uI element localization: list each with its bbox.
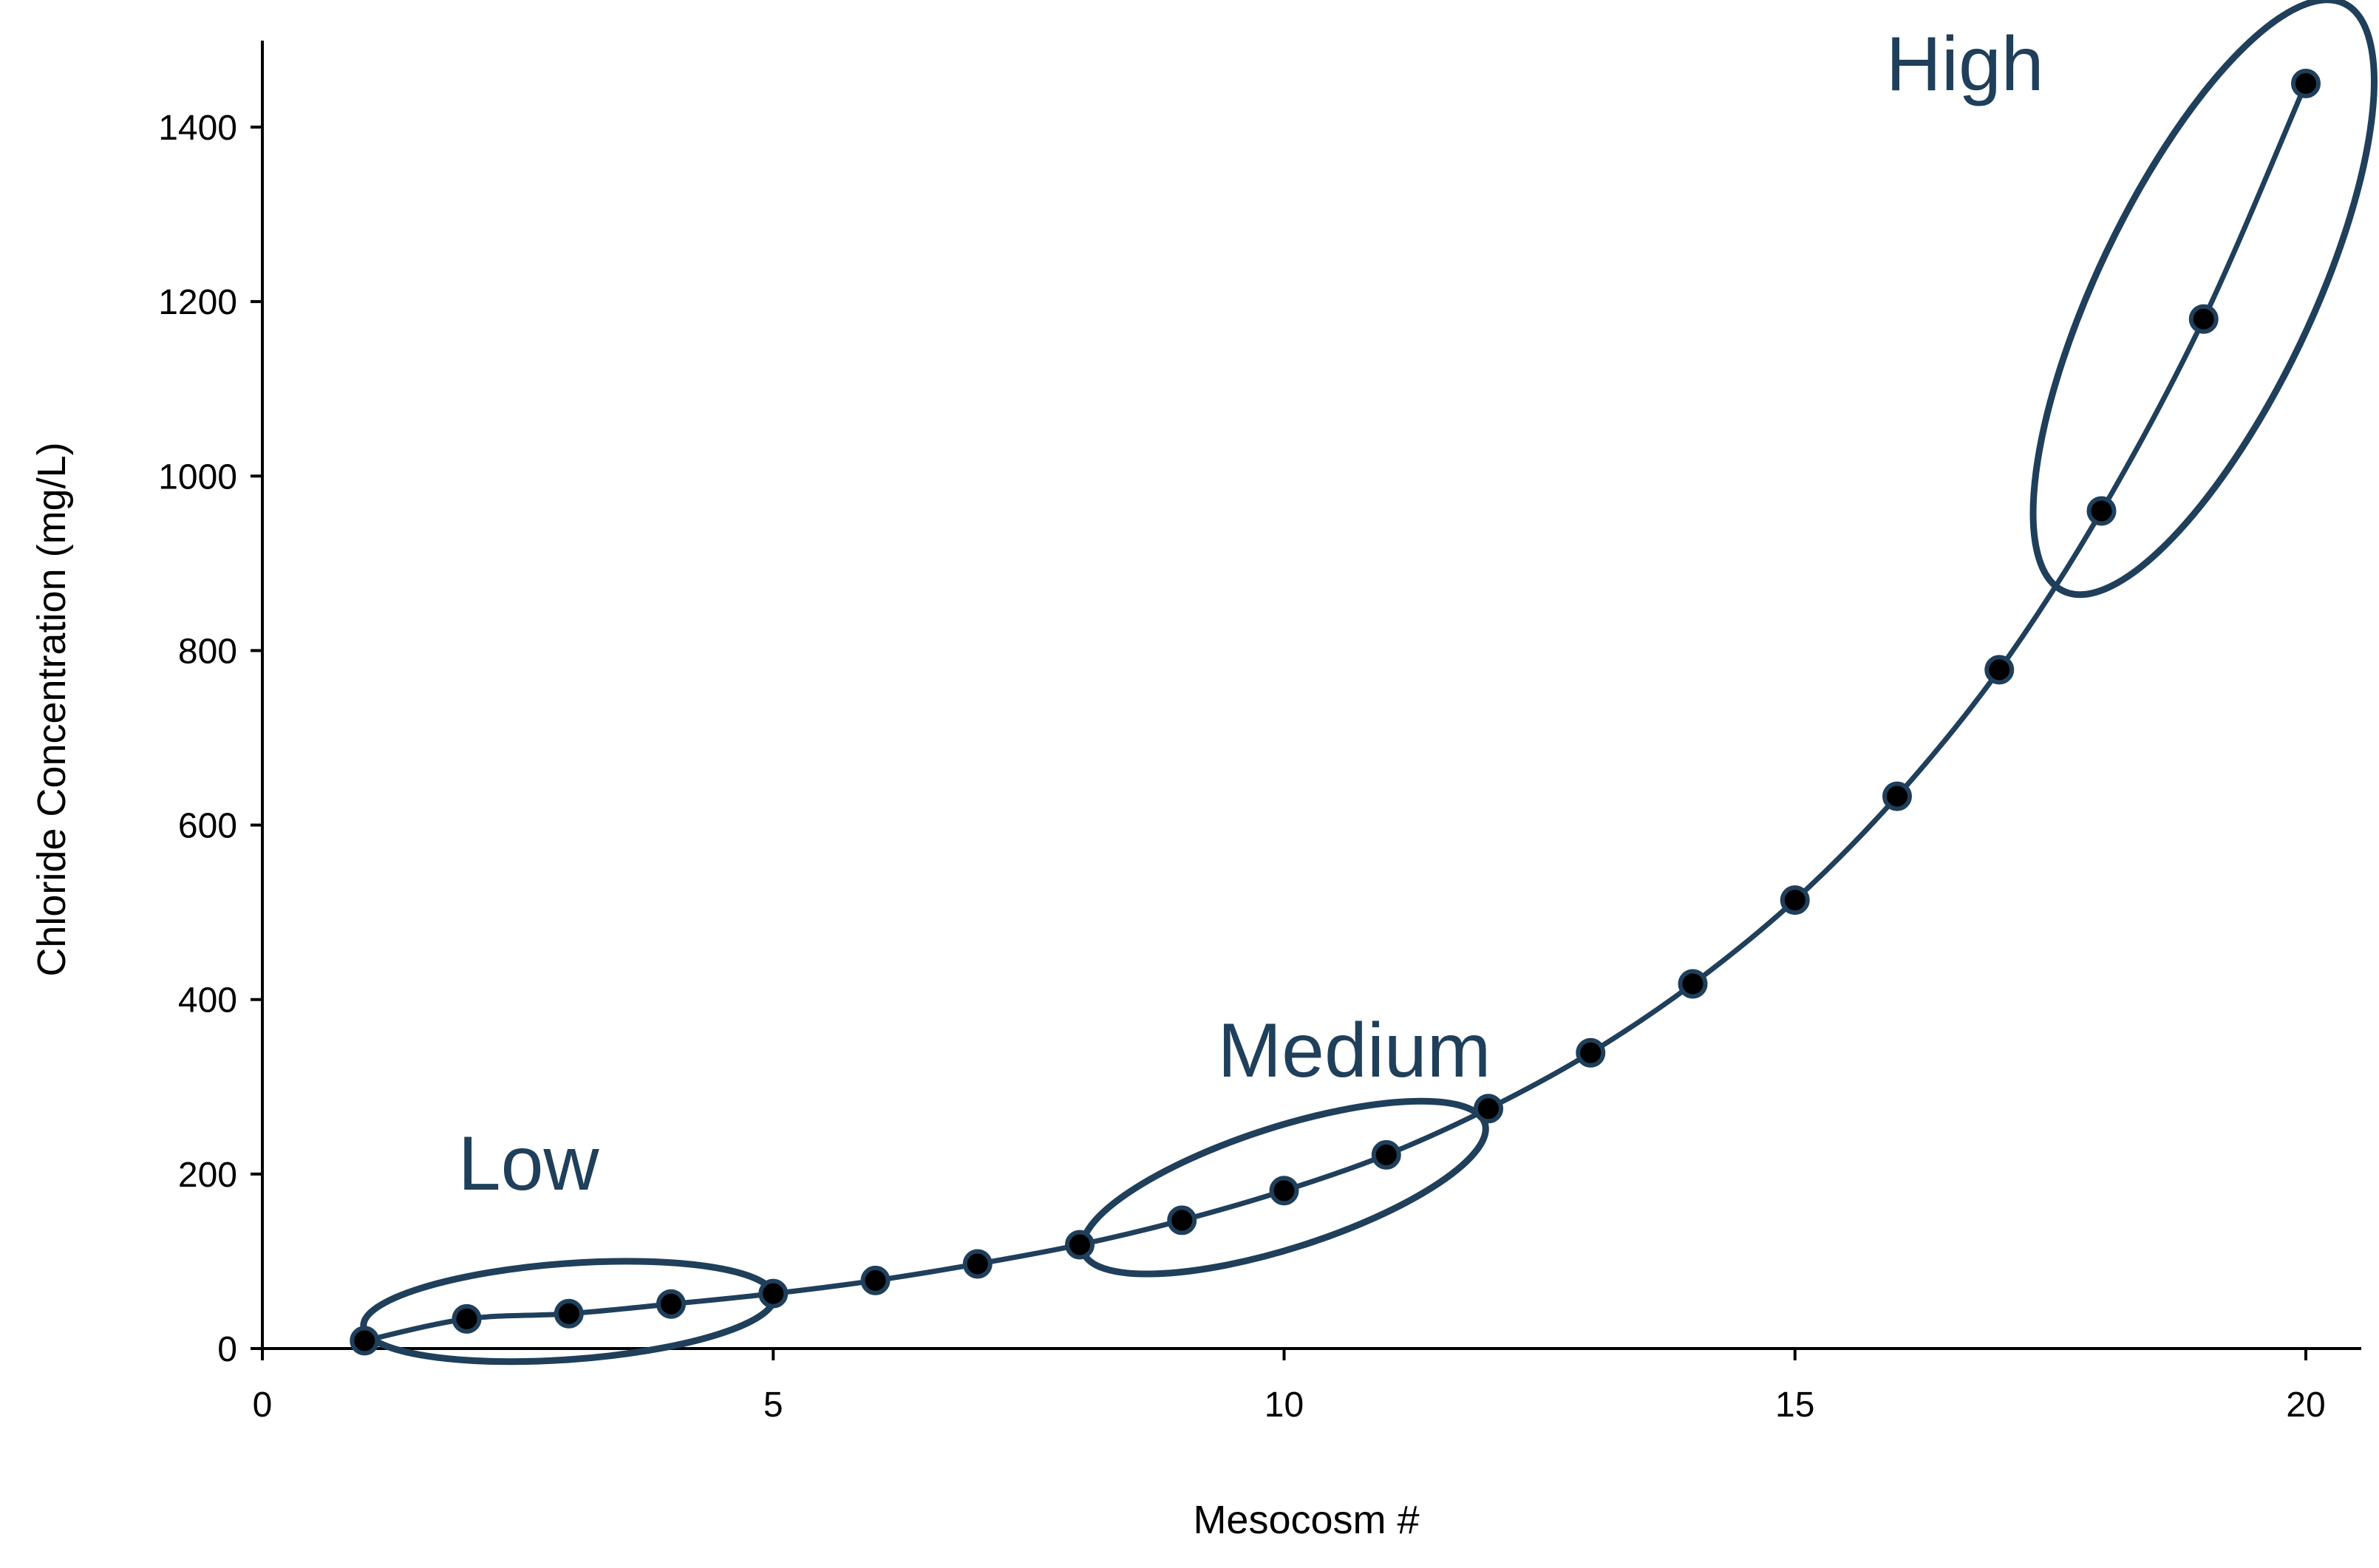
group-ellipses bbox=[360, 0, 2378, 1366]
group-label-low: Low bbox=[458, 1121, 600, 1207]
y-tick-label: 1400 bbox=[158, 109, 237, 148]
y-tick-label: 800 bbox=[178, 632, 237, 671]
data-points bbox=[350, 68, 2321, 1356]
y-tick-label: 400 bbox=[178, 981, 237, 1020]
data-point-mesocosm-6 bbox=[860, 1265, 891, 1295]
axes bbox=[261, 41, 2361, 1350]
data-point-mesocosm-9 bbox=[1167, 1205, 1197, 1235]
ticks: 0 200 400 600 800 1000 1200 1400 0 5 10 15 20 bbox=[158, 109, 2325, 1425]
y-tick-label: 0 bbox=[217, 1330, 237, 1369]
data-point-mesocosm-13 bbox=[1576, 1037, 1606, 1068]
data-point-mesocosm-16 bbox=[1882, 781, 1912, 811]
group-label-medium: Medium bbox=[1218, 1008, 1491, 1094]
data-point-mesocosm-15 bbox=[1780, 885, 1810, 916]
data-point-mesocosm-2 bbox=[452, 1303, 482, 1334]
y-tick-label: 1200 bbox=[158, 283, 237, 322]
data-point-mesocosm-20 bbox=[2291, 68, 2321, 98]
series-line bbox=[364, 82, 2309, 1343]
group-labels: Low Medium High bbox=[458, 21, 2044, 1207]
x-tick-label: 20 bbox=[2286, 1385, 2325, 1425]
data-point-mesocosm-14 bbox=[1678, 969, 1708, 999]
data-point-mesocosm-11 bbox=[1371, 1139, 1401, 1170]
data-point-mesocosm-4 bbox=[656, 1289, 686, 1319]
x-tick-label: 15 bbox=[1775, 1385, 1814, 1425]
data-point-mesocosm-5 bbox=[758, 1278, 789, 1309]
x-tick-label: 5 bbox=[763, 1385, 783, 1425]
x-tick-label: 0 bbox=[253, 1385, 273, 1425]
y-tick-label: 1000 bbox=[158, 457, 237, 497]
x-tick-label: 10 bbox=[1265, 1385, 1304, 1425]
y-tick-label: 200 bbox=[178, 1156, 237, 1195]
data-point-mesocosm-1 bbox=[350, 1326, 380, 1356]
group-ellipse-high bbox=[2029, 0, 2378, 599]
data-point-mesocosm-19 bbox=[2188, 304, 2219, 334]
data-point-mesocosm-7 bbox=[962, 1249, 993, 1279]
data-point-mesocosm-18 bbox=[2086, 496, 2117, 526]
group-label-high: High bbox=[1886, 21, 2044, 107]
series-line-layer bbox=[364, 82, 2309, 1343]
data-point-mesocosm-17 bbox=[1984, 655, 2015, 685]
y-tick-label: 600 bbox=[178, 807, 237, 846]
data-point-mesocosm-10 bbox=[1269, 1176, 1299, 1206]
x-axis-title: Mesocosm # bbox=[1193, 1498, 1419, 1542]
data-point-mesocosm-3 bbox=[554, 1298, 584, 1329]
data-point-mesocosm-8 bbox=[1065, 1230, 1095, 1260]
y-axis-title: Chloride Concentration (mg/L) bbox=[30, 442, 74, 976]
data-point-mesocosm-12 bbox=[1474, 1094, 1503, 1124]
